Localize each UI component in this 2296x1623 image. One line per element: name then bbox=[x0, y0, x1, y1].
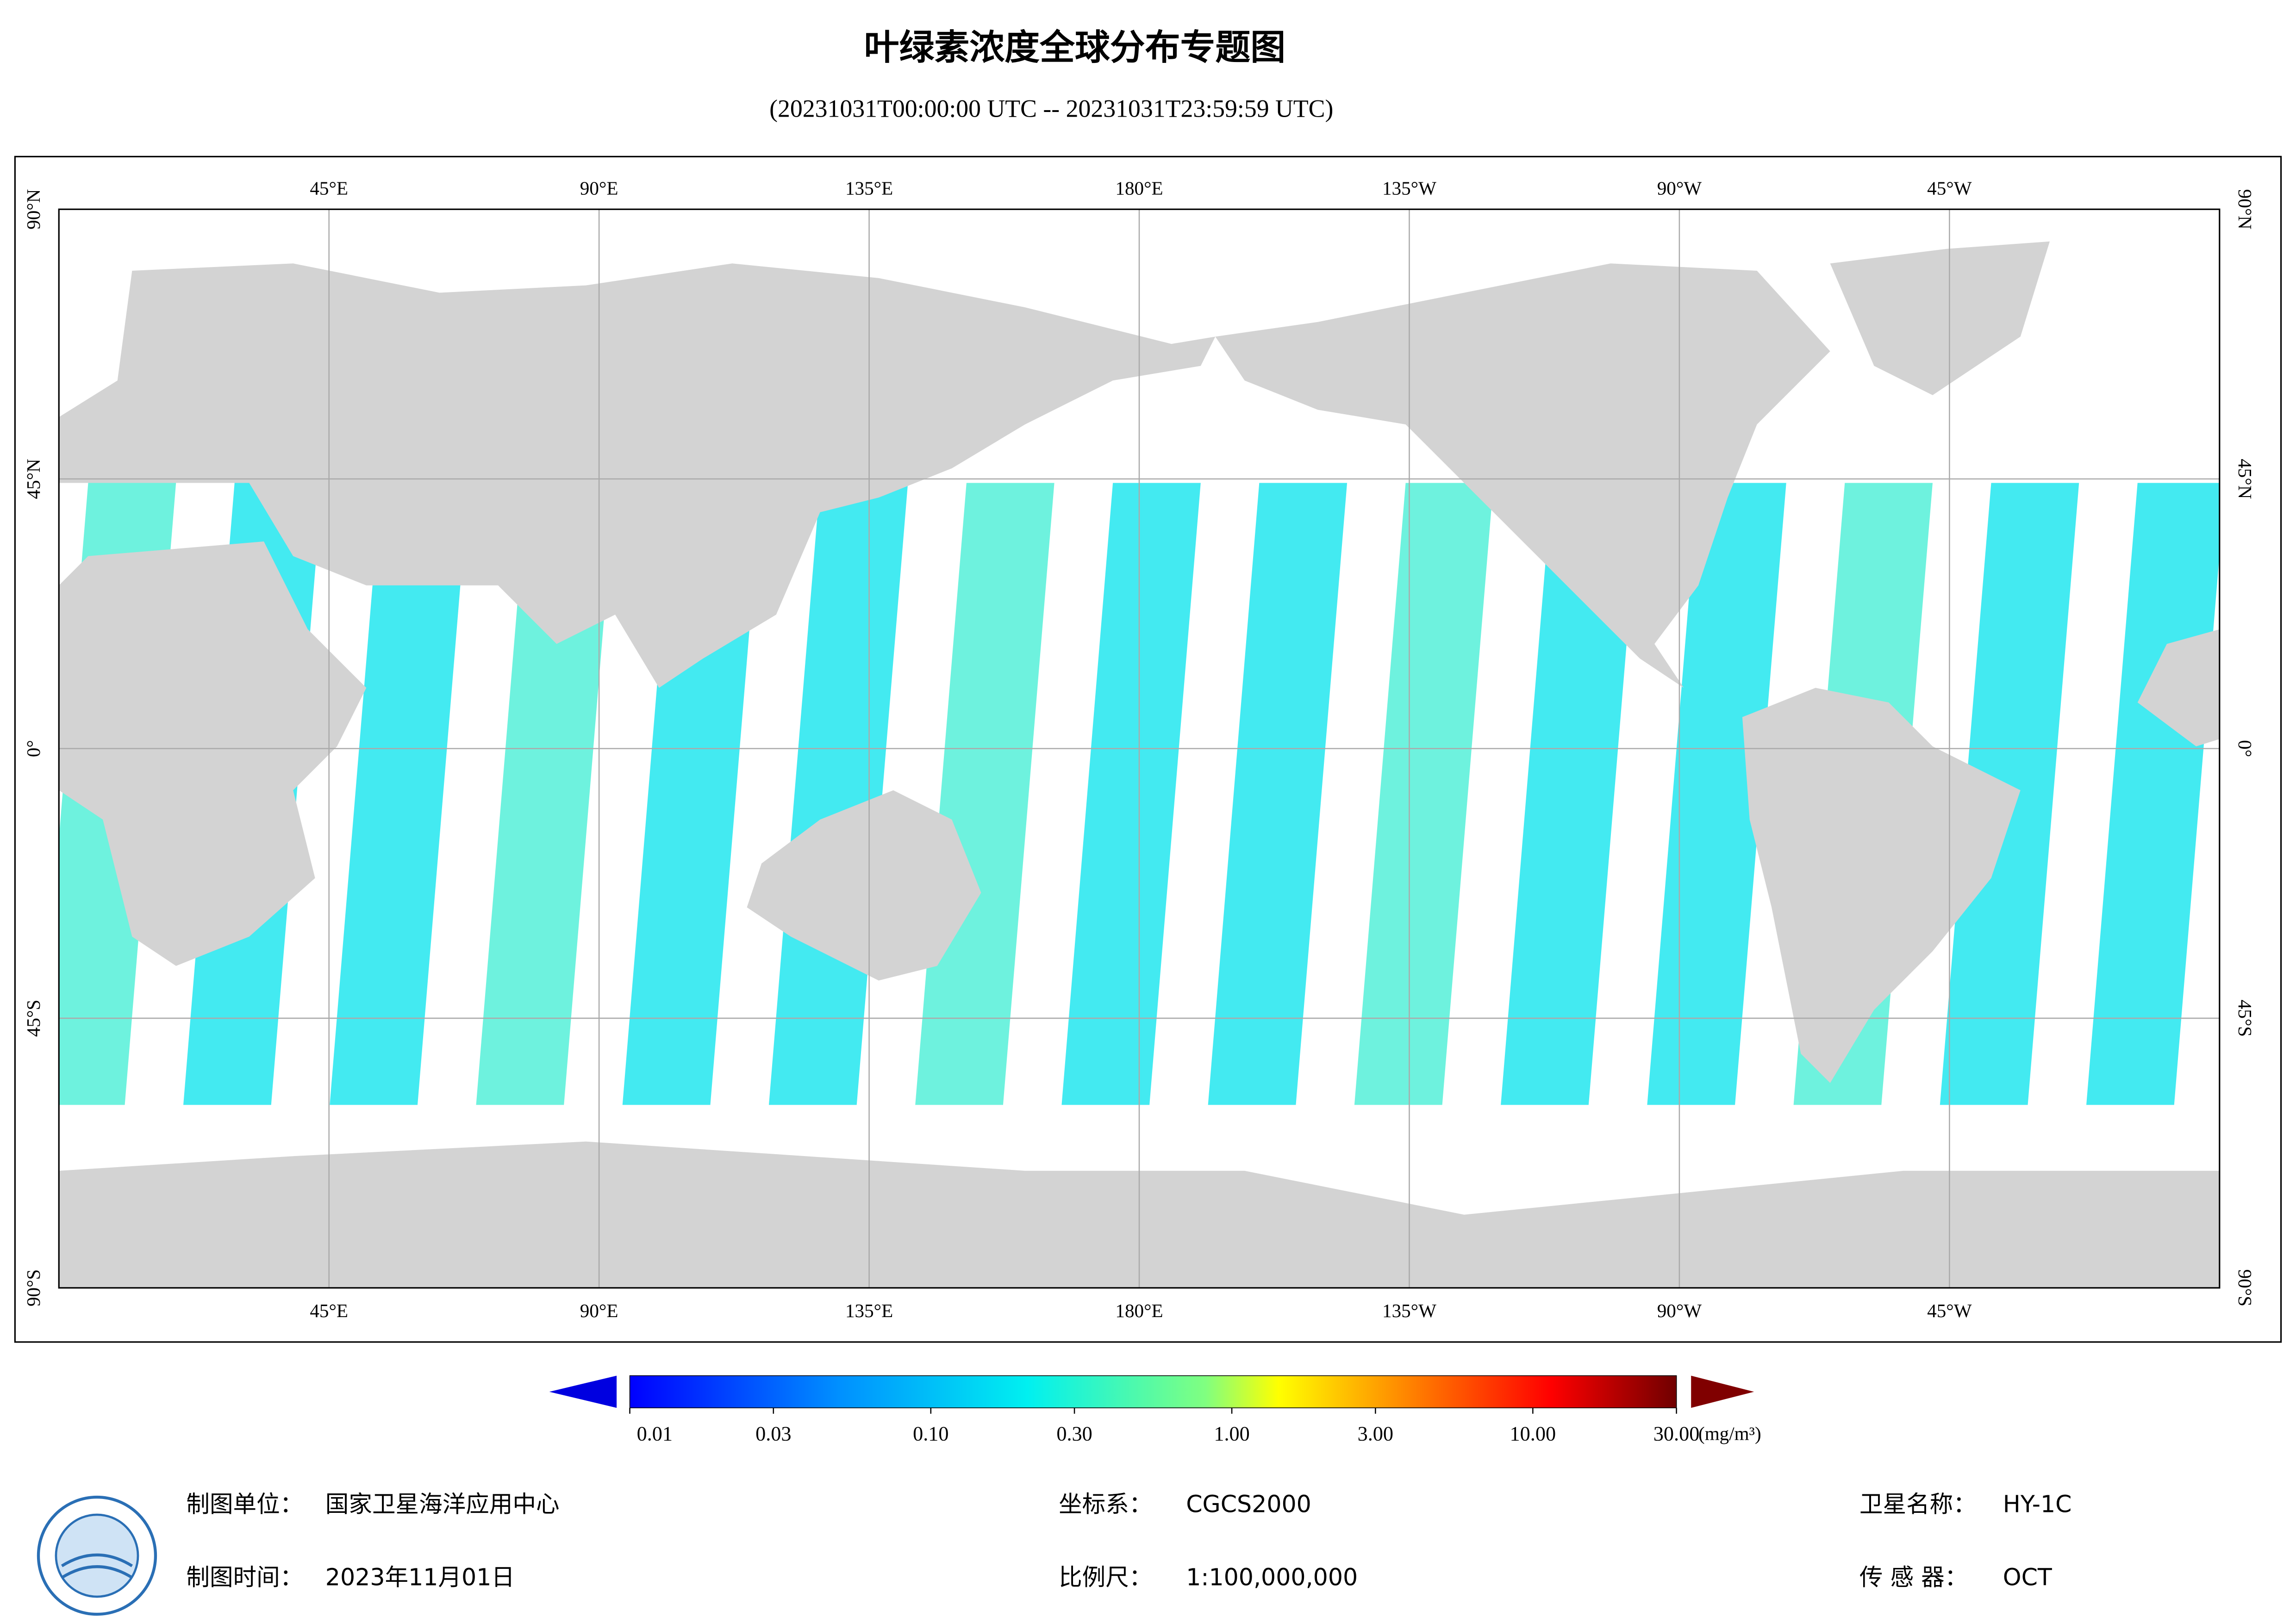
colorbar-tick-label: 0.01 bbox=[637, 1422, 673, 1445]
lon-label: 135°E bbox=[845, 178, 893, 199]
lat-label: 90°S bbox=[23, 1269, 44, 1306]
swath bbox=[1647, 483, 1786, 1105]
footer-value: 国家卫星海洋应用中心 bbox=[325, 1491, 560, 1518]
footer-value: CGCS2000 bbox=[1186, 1491, 1311, 1518]
colorbar-low-arrow bbox=[549, 1375, 617, 1408]
colorbar-unit: (mg/m³) bbox=[1698, 1423, 1761, 1445]
footer-value: HY-1C bbox=[2003, 1491, 2072, 1518]
colorbar bbox=[629, 1375, 1677, 1408]
lon-label: 180°E bbox=[1115, 1300, 1163, 1321]
lon-label: 45°W bbox=[1927, 1300, 1972, 1321]
swath bbox=[768, 483, 908, 1105]
colorbar-tick-label: 1.00 bbox=[1214, 1422, 1249, 1445]
swath bbox=[330, 483, 469, 1105]
swath bbox=[915, 483, 1054, 1105]
lon-label: 180°E bbox=[1115, 178, 1163, 199]
swath bbox=[476, 483, 615, 1105]
colorbar-tick-label: 0.03 bbox=[755, 1422, 791, 1445]
colorbar-tick-label: 30.00 bbox=[1653, 1422, 1700, 1445]
colorbar-ticks: 0.01 0.03 0.10 0.30 1.00 3.00 10.00 30.00 bbox=[629, 1408, 1700, 1445]
swath bbox=[1501, 483, 1640, 1105]
lon-label: 90°W bbox=[1657, 1300, 1702, 1321]
footer-value: 2023年11月01日 bbox=[325, 1564, 515, 1591]
title: 叶绿素浓度全球分布专题图 bbox=[864, 27, 1286, 68]
colorbar-tick-label: 0.30 bbox=[1056, 1422, 1092, 1445]
logo bbox=[37, 1495, 157, 1616]
lat-label: 90°N bbox=[2234, 189, 2256, 230]
lon-label: 45°W bbox=[1927, 178, 1972, 199]
lon-label: 135°E bbox=[845, 1300, 893, 1321]
footer-value: OCT bbox=[2003, 1564, 2053, 1591]
colorbar-high-arrow bbox=[1691, 1375, 1754, 1408]
swath bbox=[1354, 483, 1494, 1105]
lon-label: 45°E bbox=[310, 1300, 348, 1321]
footer-label: 比例尺： bbox=[1059, 1564, 1152, 1591]
lat-label: 45°N bbox=[2234, 459, 2256, 499]
footer-value: 1:100,000,000 bbox=[1186, 1564, 1358, 1591]
lon-label: 90°W bbox=[1657, 178, 1702, 199]
lat-label: 0° bbox=[2234, 740, 2256, 757]
colorbar-tick-label: 0.10 bbox=[913, 1422, 948, 1445]
lat-label: 45°N bbox=[23, 459, 44, 499]
map-border bbox=[58, 208, 2221, 1289]
footer-label: 卫星名称： bbox=[1859, 1491, 1977, 1518]
colorbar-tick-label: 10.00 bbox=[1510, 1422, 1556, 1445]
lat-label: 0° bbox=[23, 740, 44, 757]
axis-labels: 45°E 45°E 90°E 90°E 135°E 135°E 180°E 180°E 135°… bbox=[23, 178, 2256, 1321]
lon-label: 135°W bbox=[1382, 178, 1436, 199]
map-body bbox=[59, 209, 2220, 1288]
lat-label: 45°S bbox=[2234, 1000, 2256, 1037]
footer: 制图单位： 国家卫星海洋应用中心 制图时间： 2023年11月01日 坐标系： … bbox=[186, 1491, 2071, 1591]
graticule bbox=[59, 209, 2220, 1288]
colorbar-tick-label: 3.00 bbox=[1358, 1422, 1393, 1445]
lon-label: 45°E bbox=[310, 178, 348, 199]
lat-label: 90°S bbox=[2234, 1269, 2256, 1306]
lon-label: 135°W bbox=[1382, 1300, 1436, 1321]
footer-label: 传 感 器： bbox=[1859, 1564, 1968, 1591]
footer-label: 坐标系： bbox=[1059, 1491, 1152, 1518]
lon-label: 90°E bbox=[580, 178, 618, 199]
lat-label: 90°N bbox=[23, 189, 44, 230]
footer-label: 制图时间： bbox=[186, 1564, 303, 1591]
footer-label: 制图单位： bbox=[186, 1491, 303, 1518]
swath bbox=[2086, 483, 2220, 1105]
swath bbox=[1208, 483, 1348, 1105]
lon-label: 90°E bbox=[580, 1300, 618, 1321]
swath bbox=[1061, 483, 1201, 1105]
map-frame bbox=[14, 155, 2282, 1343]
subtitle: (20231031T00:00:00 UTC -- 20231031T23:59… bbox=[769, 95, 1333, 123]
lat-label: 45°S bbox=[23, 1000, 44, 1037]
